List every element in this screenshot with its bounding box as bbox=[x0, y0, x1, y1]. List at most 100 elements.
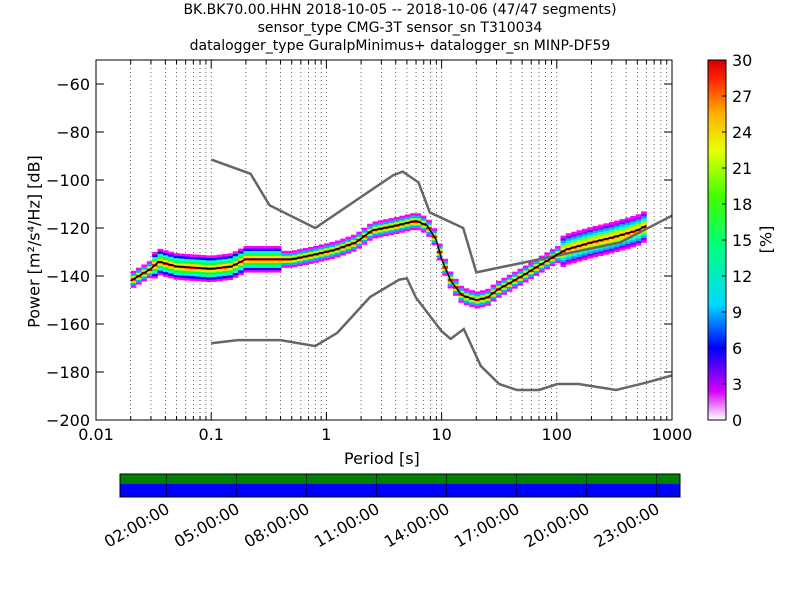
psd-cell bbox=[469, 304, 475, 308]
psd-cell bbox=[587, 253, 594, 257]
psd-cell bbox=[152, 251, 158, 255]
psd-cell bbox=[388, 232, 395, 236]
psd-cell bbox=[565, 233, 572, 236]
psd-cell bbox=[565, 245, 572, 248]
psd-cell bbox=[474, 291, 481, 295]
psd-cell bbox=[608, 222, 615, 225]
psd-cell bbox=[404, 226, 411, 230]
psd-cell bbox=[259, 262, 266, 266]
psd-cell bbox=[453, 283, 459, 287]
psd-cell bbox=[581, 240, 588, 244]
psd-cell bbox=[372, 231, 379, 234]
psd-cell bbox=[243, 260, 250, 263]
psd-cell bbox=[608, 238, 615, 242]
psd-cell bbox=[157, 265, 164, 269]
psd-cell bbox=[248, 270, 255, 273]
psd-cell bbox=[614, 230, 620, 233]
psd-cell bbox=[587, 227, 594, 230]
psd-cell bbox=[297, 249, 303, 252]
psd-cell bbox=[641, 211, 647, 215]
psd-cell bbox=[587, 251, 594, 254]
psd-cell bbox=[270, 270, 277, 273]
psd-cell bbox=[614, 249, 620, 252]
psd-cell bbox=[533, 268, 540, 272]
psd-cell bbox=[463, 290, 470, 294]
psd-cell bbox=[205, 277, 212, 280]
psd-cell bbox=[571, 238, 577, 242]
psd-cell bbox=[130, 285, 137, 288]
psd-cell bbox=[619, 235, 626, 239]
psd-cell bbox=[469, 292, 475, 296]
psd-cell bbox=[275, 267, 282, 271]
psd-cell bbox=[205, 257, 212, 261]
psd-cell bbox=[388, 222, 395, 226]
psd-cell bbox=[571, 234, 577, 237]
psd-cell bbox=[576, 256, 583, 260]
colorbar-tick-label: 27 bbox=[732, 87, 752, 106]
psd-cell bbox=[254, 253, 260, 256]
psd-cell bbox=[195, 259, 201, 263]
psd-cell bbox=[635, 216, 642, 220]
psd-cell bbox=[528, 267, 534, 270]
psd-cell bbox=[404, 216, 411, 220]
psd-cell bbox=[571, 258, 577, 261]
psd-cell bbox=[581, 228, 588, 232]
psd-cell bbox=[216, 259, 223, 263]
psd-cell bbox=[141, 269, 148, 272]
psd-cell bbox=[211, 279, 217, 282]
psd-cell bbox=[560, 259, 567, 263]
psd-cell bbox=[458, 295, 465, 298]
psd-cell bbox=[222, 263, 228, 267]
psd-cell bbox=[404, 224, 411, 227]
psd-cell bbox=[238, 262, 244, 266]
psd-cell bbox=[538, 255, 545, 259]
psd-cell bbox=[404, 214, 411, 218]
psd-cell bbox=[307, 246, 314, 250]
psd-cell bbox=[565, 257, 572, 260]
psd-cell bbox=[157, 268, 164, 271]
psd-cell bbox=[635, 235, 642, 239]
psd-cell bbox=[436, 255, 443, 259]
psd-cell bbox=[624, 243, 631, 247]
psd-cell bbox=[576, 239, 583, 243]
psd-cell bbox=[141, 264, 148, 268]
psd-cell bbox=[608, 234, 615, 237]
psd-cell bbox=[248, 265, 255, 268]
psd-cell bbox=[254, 270, 260, 273]
psd-cell bbox=[533, 263, 540, 267]
psd-cell bbox=[463, 302, 470, 306]
psd-cell bbox=[275, 255, 282, 259]
psd-cell bbox=[512, 271, 518, 275]
psd-cell bbox=[340, 252, 346, 256]
psd-cell bbox=[195, 254, 201, 258]
psd-cell bbox=[168, 258, 174, 262]
psd-cell bbox=[603, 240, 610, 243]
psd-cell bbox=[216, 276, 223, 279]
psd-cell bbox=[361, 242, 368, 245]
psd-cell bbox=[195, 269, 201, 272]
x-axis-label: Period [s] bbox=[344, 449, 420, 468]
psd-cell bbox=[152, 254, 158, 257]
colorbar-tick-label: 21 bbox=[732, 159, 752, 178]
psd-cell bbox=[216, 254, 223, 258]
psd-cell bbox=[195, 264, 201, 267]
psd-cell bbox=[227, 255, 234, 259]
x-tick-label: 100 bbox=[542, 425, 573, 444]
psd-cell bbox=[211, 272, 217, 275]
psd-cell bbox=[630, 244, 636, 248]
psd-cell bbox=[141, 274, 148, 277]
psd-cell bbox=[565, 240, 572, 244]
psd-cell bbox=[195, 257, 201, 260]
psd-cell bbox=[200, 262, 207, 265]
psd-cell bbox=[426, 234, 432, 237]
time-tick-label: 23:00:00 bbox=[591, 499, 663, 551]
psd-cell bbox=[399, 218, 405, 221]
psd-cell bbox=[485, 293, 491, 297]
psd-cell bbox=[571, 236, 577, 240]
psd-cell bbox=[377, 232, 384, 235]
psd-cell bbox=[517, 273, 524, 277]
psd-cell bbox=[275, 262, 282, 266]
psd-cell bbox=[603, 230, 610, 234]
psd-cell bbox=[587, 256, 594, 259]
psd-cell bbox=[254, 250, 260, 254]
